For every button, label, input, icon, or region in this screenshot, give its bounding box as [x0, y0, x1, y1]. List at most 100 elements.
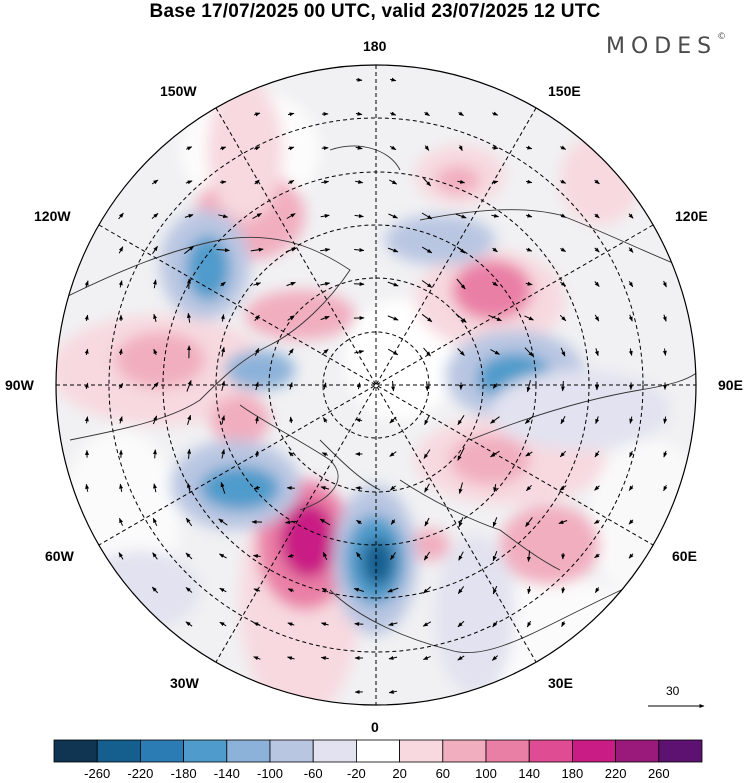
wind-vector [118, 552, 124, 560]
colorbar-tick-label: 220 [604, 766, 627, 781]
wind-vector [118, 212, 124, 220]
wind-vector [184, 214, 194, 218]
wind-vector [455, 313, 467, 323]
wind-vector [320, 214, 330, 218]
colorbar-swatch [269, 739, 314, 763]
wind-vector [216, 248, 230, 253]
wind-vector [287, 553, 295, 558]
wind-vector [118, 382, 124, 389]
wind-vector [219, 180, 227, 185]
wind-vector [558, 520, 568, 524]
wind-vector [187, 414, 192, 425]
wind-vector [355, 418, 363, 423]
colorbar-swatch [355, 739, 400, 763]
wind-vector [321, 452, 329, 457]
wind-vector [527, 586, 532, 595]
colorbar-tick-label: 60 [435, 766, 451, 781]
wind-vector [458, 517, 464, 528]
brand-text: MODES [606, 34, 718, 59]
colorbar-tick-label: -60 [303, 766, 323, 781]
wind-vector [525, 281, 533, 286]
map-title: Base 17/07/2025 00 UTC, valid 23/07/2025… [149, 1, 601, 22]
wind-vector [354, 214, 364, 218]
wind-vector [320, 247, 331, 252]
wind-vector [458, 111, 464, 117]
wind-vector [219, 621, 227, 627]
wind-vector [289, 416, 294, 424]
wind-vector [151, 586, 159, 594]
wind-vector [254, 146, 261, 151]
wind-vector [153, 348, 158, 355]
lon-label-120w: 120W [34, 208, 71, 224]
colorbar-tick-label: -140 [213, 766, 240, 781]
wind-vector [593, 519, 600, 524]
wind-vector [185, 621, 193, 627]
wind-vector [285, 247, 297, 253]
colorbar-swatch [96, 739, 141, 763]
wind-vector [287, 656, 295, 661]
wind-vector [356, 382, 361, 390]
colorbar-swatch [572, 739, 617, 763]
wind-vector [319, 518, 331, 526]
wind-vector [252, 212, 262, 220]
wind-vector [253, 485, 261, 490]
wind-vector [457, 447, 465, 461]
wind-vector [594, 485, 600, 491]
wind-vector [254, 314, 260, 322]
wind-vector [594, 247, 600, 253]
wind-vector [628, 213, 634, 219]
wind-vector [185, 587, 193, 593]
wind-vector [491, 213, 500, 218]
wind-vector [390, 552, 396, 561]
wind-vector [84, 348, 89, 356]
meridians [56, 65, 696, 705]
wind-vector [287, 112, 295, 117]
wind-vector [322, 382, 327, 390]
colorbar-swatch [312, 739, 357, 763]
wind-vector [628, 553, 634, 559]
wind-vector [388, 655, 398, 660]
wind-vector [253, 656, 261, 661]
wind-vector [254, 347, 260, 356]
wind-vector [492, 517, 498, 528]
wind-vector [458, 145, 463, 152]
wind-vector [219, 587, 227, 593]
wind-vector [254, 381, 259, 391]
wind-vector [355, 179, 364, 184]
wind-vector [559, 450, 567, 458]
lon-label-0: 0 [371, 719, 379, 735]
wind-vector [457, 348, 465, 356]
colorbar-tick-label: -180 [170, 766, 197, 781]
wind-vector [421, 212, 433, 220]
wind-vector [152, 279, 157, 289]
colorbar-tick-label: 180 [561, 766, 584, 781]
lon-label-90w: 90W [5, 377, 34, 393]
wind-vector [424, 483, 430, 493]
wind-vector [492, 620, 498, 628]
wind-vector [84, 314, 89, 322]
wind-vector [356, 551, 362, 560]
wind-vector [492, 551, 498, 562]
wind-vector [493, 484, 498, 493]
wind-vector [84, 280, 89, 288]
colorbar-swatch [53, 739, 98, 763]
wind-vector [526, 550, 531, 562]
brand-mark: © [717, 31, 727, 42]
wind-vector [423, 177, 431, 187]
wind-vector [492, 383, 498, 389]
wind-vector [422, 586, 432, 594]
wind-vector [152, 517, 158, 527]
lon-label-60e: 60E [672, 548, 697, 564]
wind-vector [559, 314, 567, 322]
wind-vector [355, 77, 363, 82]
wind-vector [628, 247, 634, 253]
wind-vector [594, 281, 600, 287]
wind-vector [492, 585, 498, 595]
wind-vector [526, 484, 532, 492]
wind-vector [663, 450, 668, 458]
wind-vector [594, 587, 600, 594]
reference-vector-label: 30 [666, 684, 680, 698]
wind-vector [594, 179, 600, 185]
wind-vector [320, 622, 329, 627]
wind-vector [457, 179, 466, 184]
